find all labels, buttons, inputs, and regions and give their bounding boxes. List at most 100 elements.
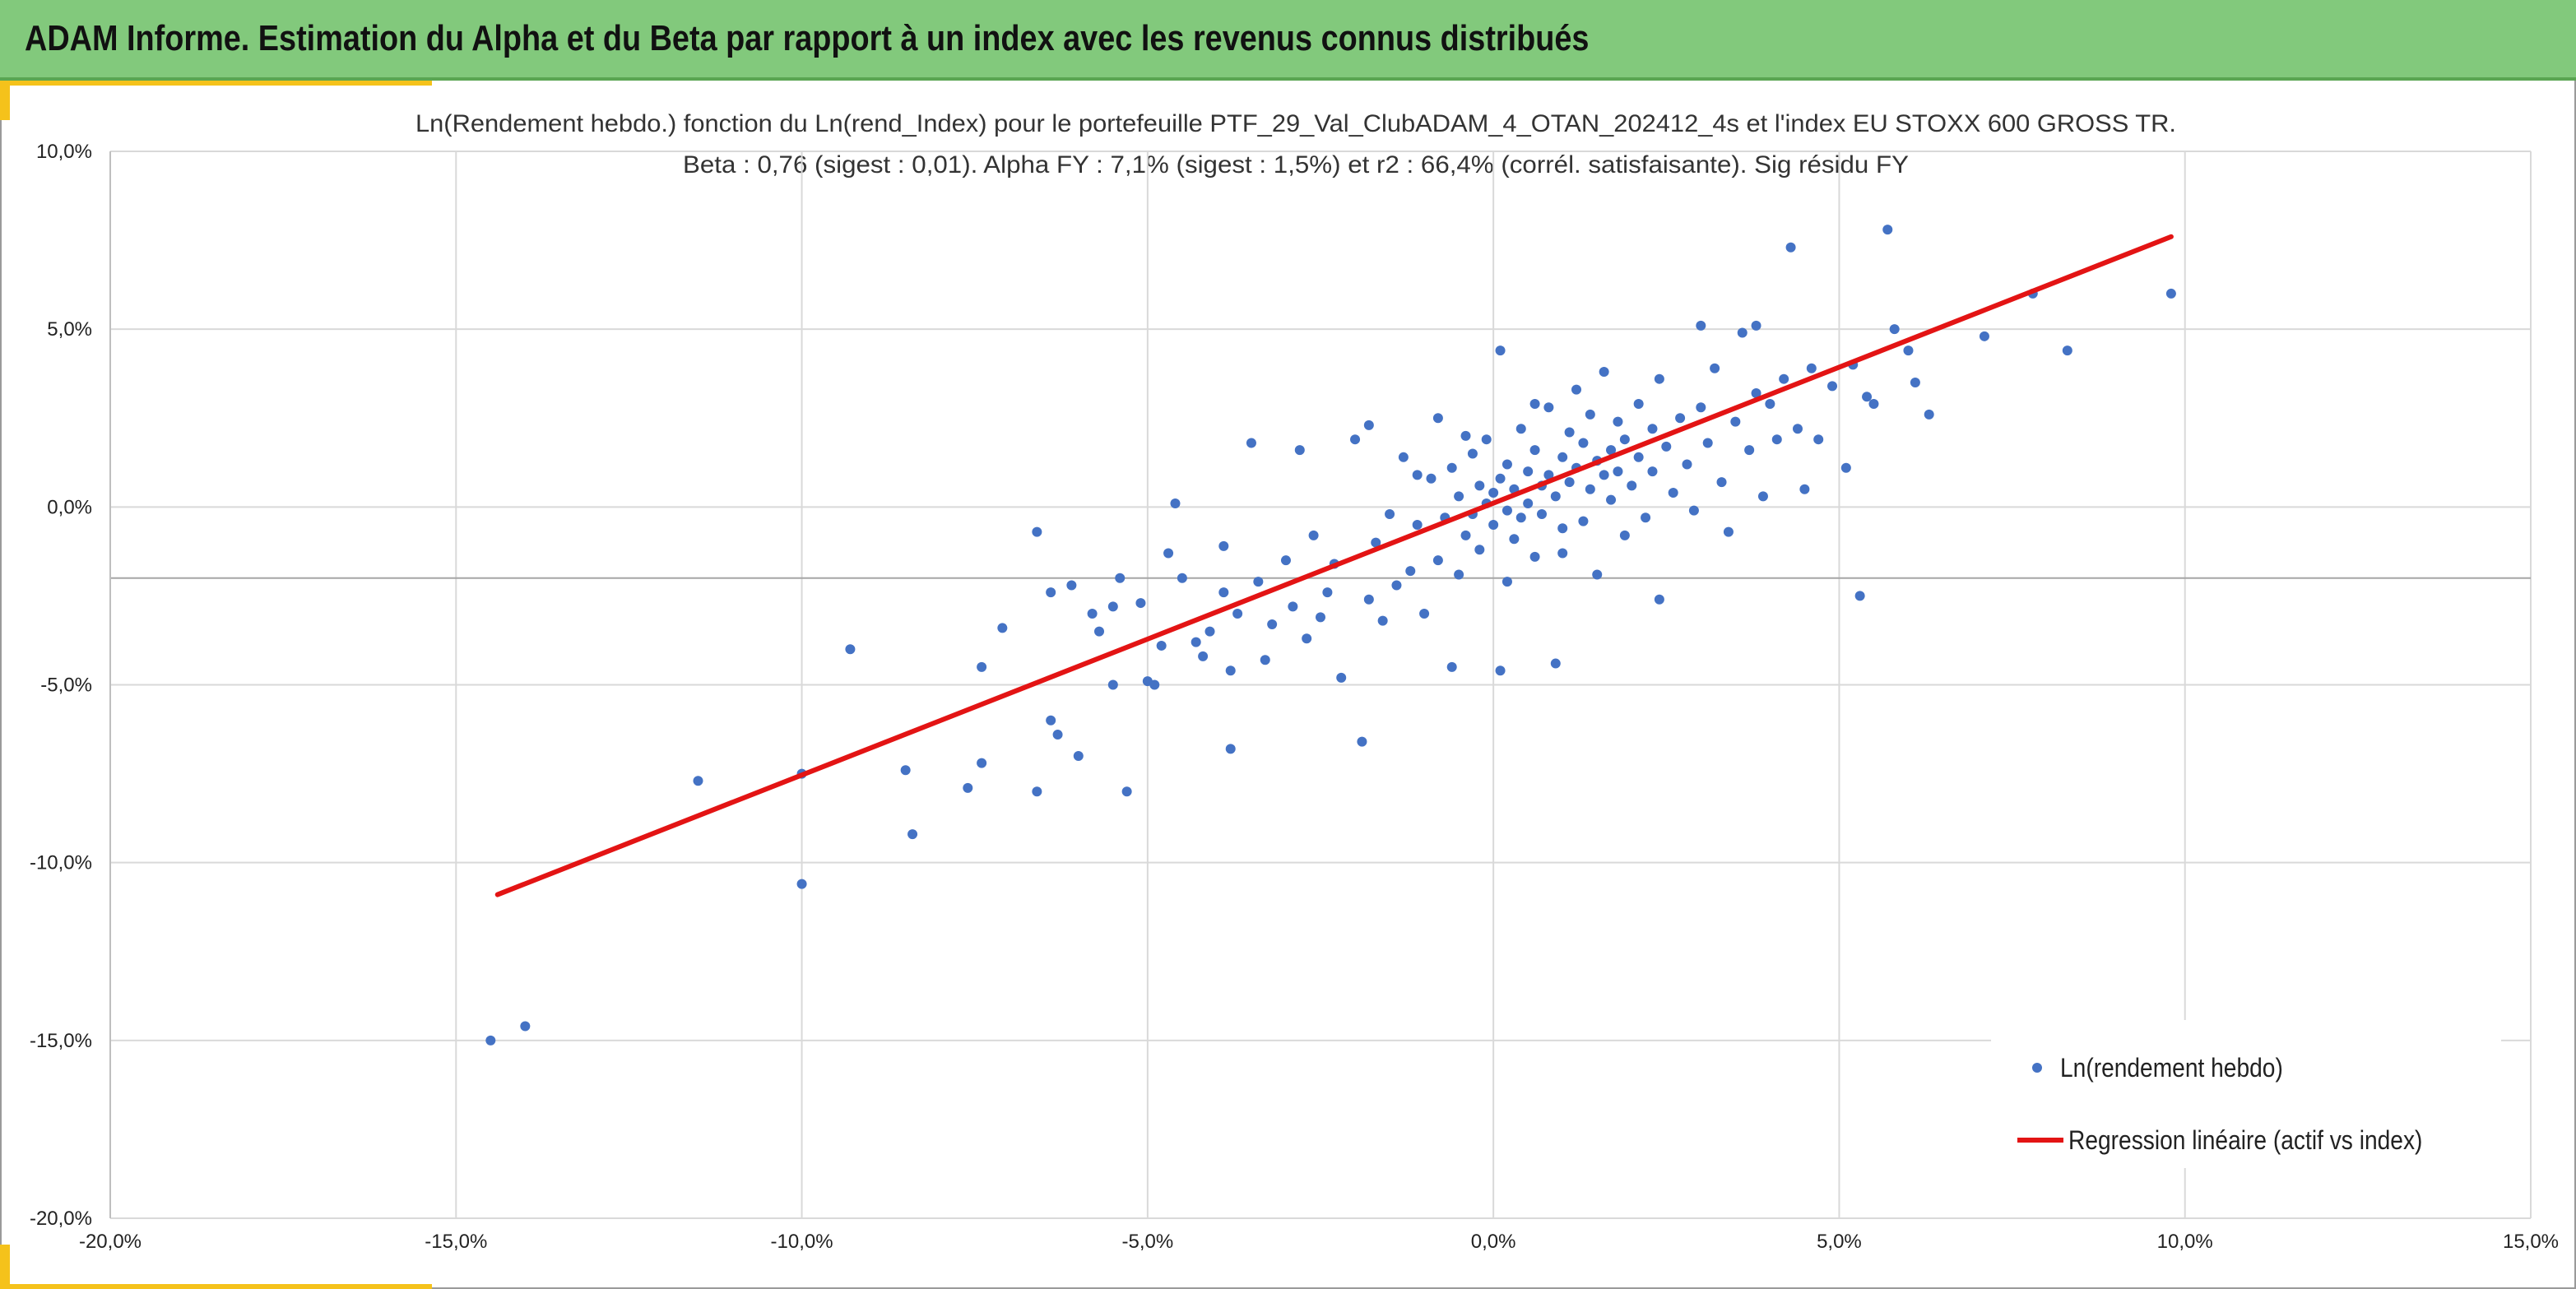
accent-bar-bottom [0, 1284, 432, 1289]
scatter-chart: Ln(Rendement hebdo.) fonction du Ln(rend… [30, 110, 2559, 1253]
data-point [1046, 715, 1056, 726]
legend-label-scatter: Ln(rendement hebdo) [2060, 1052, 2283, 1083]
data-point [1771, 434, 1782, 445]
data-point [1280, 555, 1291, 566]
data-point [1432, 413, 1443, 424]
data-point [963, 782, 973, 793]
data-point [1405, 566, 1416, 577]
data-point [1481, 434, 1492, 445]
data-point [1488, 488, 1499, 498]
data-point [1454, 491, 1464, 502]
x-tick-label: -5,0% [1122, 1231, 1174, 1253]
data-point [1107, 601, 1118, 612]
x-tick-label: 5,0% [1817, 1231, 1862, 1253]
data-point [1149, 679, 1160, 690]
data-point [1619, 530, 1630, 540]
data-point [1350, 434, 1361, 445]
data-point [1868, 398, 1879, 409]
data-point [1426, 473, 1437, 484]
data-point [1924, 409, 1934, 420]
legend-item-scatter: Ln(rendement hebdo) [1991, 1047, 2314, 1088]
data-point [1225, 665, 1236, 676]
data-point [1543, 402, 1554, 413]
data-point [1267, 619, 1278, 630]
data-point [1910, 378, 1920, 388]
report-title: ADAM Informe. Estimation du Alpha et du … [25, 18, 1590, 58]
chart-frame [0, 81, 2576, 1289]
x-tick-label: -10,0% [771, 1231, 833, 1253]
data-point [1827, 381, 1838, 392]
data-point [1294, 445, 1305, 456]
data-point [1854, 591, 1865, 601]
regression-line [494, 234, 2174, 897]
data-point [1564, 427, 1575, 438]
data-point [1654, 373, 1664, 384]
data-point [1246, 438, 1256, 448]
data-point [1696, 402, 1706, 413]
y-tick-label: -15,0% [30, 1030, 92, 1052]
data-point [1107, 679, 1118, 690]
data-point [1633, 398, 1644, 409]
data-point [1204, 626, 1215, 637]
y-tick-label: 0,0% [47, 496, 92, 518]
y-tick-label: -10,0% [30, 852, 92, 874]
data-point [1454, 569, 1464, 580]
data-point [1115, 573, 1126, 583]
data-point [1564, 477, 1575, 488]
data-point [1412, 470, 1423, 480]
report-banner: ADAM Informe. Estimation du Alpha et du … [0, 0, 2576, 81]
data-point [1702, 438, 1713, 448]
data-point [1751, 320, 1761, 331]
data-point [1094, 626, 1105, 637]
data-point [977, 661, 987, 672]
y-tick-label: 5,0% [47, 318, 92, 341]
data-point [1073, 750, 1084, 761]
data-point [1163, 548, 1174, 559]
data-point [1550, 658, 1561, 669]
data-point [1813, 434, 1824, 445]
data-point [1460, 430, 1471, 441]
data-point [1529, 398, 1540, 409]
data-point [1688, 505, 1699, 516]
data-point [1536, 508, 1547, 519]
data-point [1474, 480, 1485, 491]
data-point [1633, 452, 1644, 462]
data-point [1032, 786, 1042, 797]
data-point [1177, 573, 1187, 583]
axes: -20,0% -15,0% -10,0% -5,0% 0,0% 5,0% 10,0% 15,0… [30, 141, 2559, 1253]
data-point [1668, 488, 1678, 498]
data-point [1515, 424, 1526, 434]
data-point [1599, 470, 1609, 480]
data-point [1723, 526, 1734, 537]
data-point [1357, 736, 1367, 747]
data-point [1260, 655, 1270, 665]
data-point [907, 829, 918, 840]
data-point [1647, 424, 1658, 434]
accent-bar-left-bottom [0, 1245, 10, 1289]
data-point [1661, 441, 1672, 452]
data-point [1557, 548, 1568, 559]
data-point [1385, 508, 1395, 519]
data-point [1751, 387, 1761, 398]
data-point [1308, 530, 1319, 540]
data-point [1529, 445, 1540, 456]
data-point [1302, 633, 1312, 644]
data-point [1032, 526, 1042, 537]
data-point [1336, 672, 1347, 683]
data-point [900, 765, 911, 776]
data-point [1557, 523, 1568, 534]
data-point [693, 776, 703, 786]
legend-line-marker [2017, 1138, 2063, 1143]
data-point [1654, 594, 1664, 605]
data-point [1052, 730, 1063, 740]
data-point [1785, 242, 1796, 253]
data-point [1799, 484, 1810, 494]
data-point [1682, 459, 1692, 470]
legend: Ln(rendement hebdo) Regression linéaire … [1991, 1020, 2501, 1168]
data-point [1446, 661, 1457, 672]
data-point [520, 1021, 531, 1032]
data-point [1432, 555, 1443, 566]
data-point [1979, 331, 1989, 341]
data-point [977, 758, 987, 768]
data-point [1613, 466, 1623, 477]
